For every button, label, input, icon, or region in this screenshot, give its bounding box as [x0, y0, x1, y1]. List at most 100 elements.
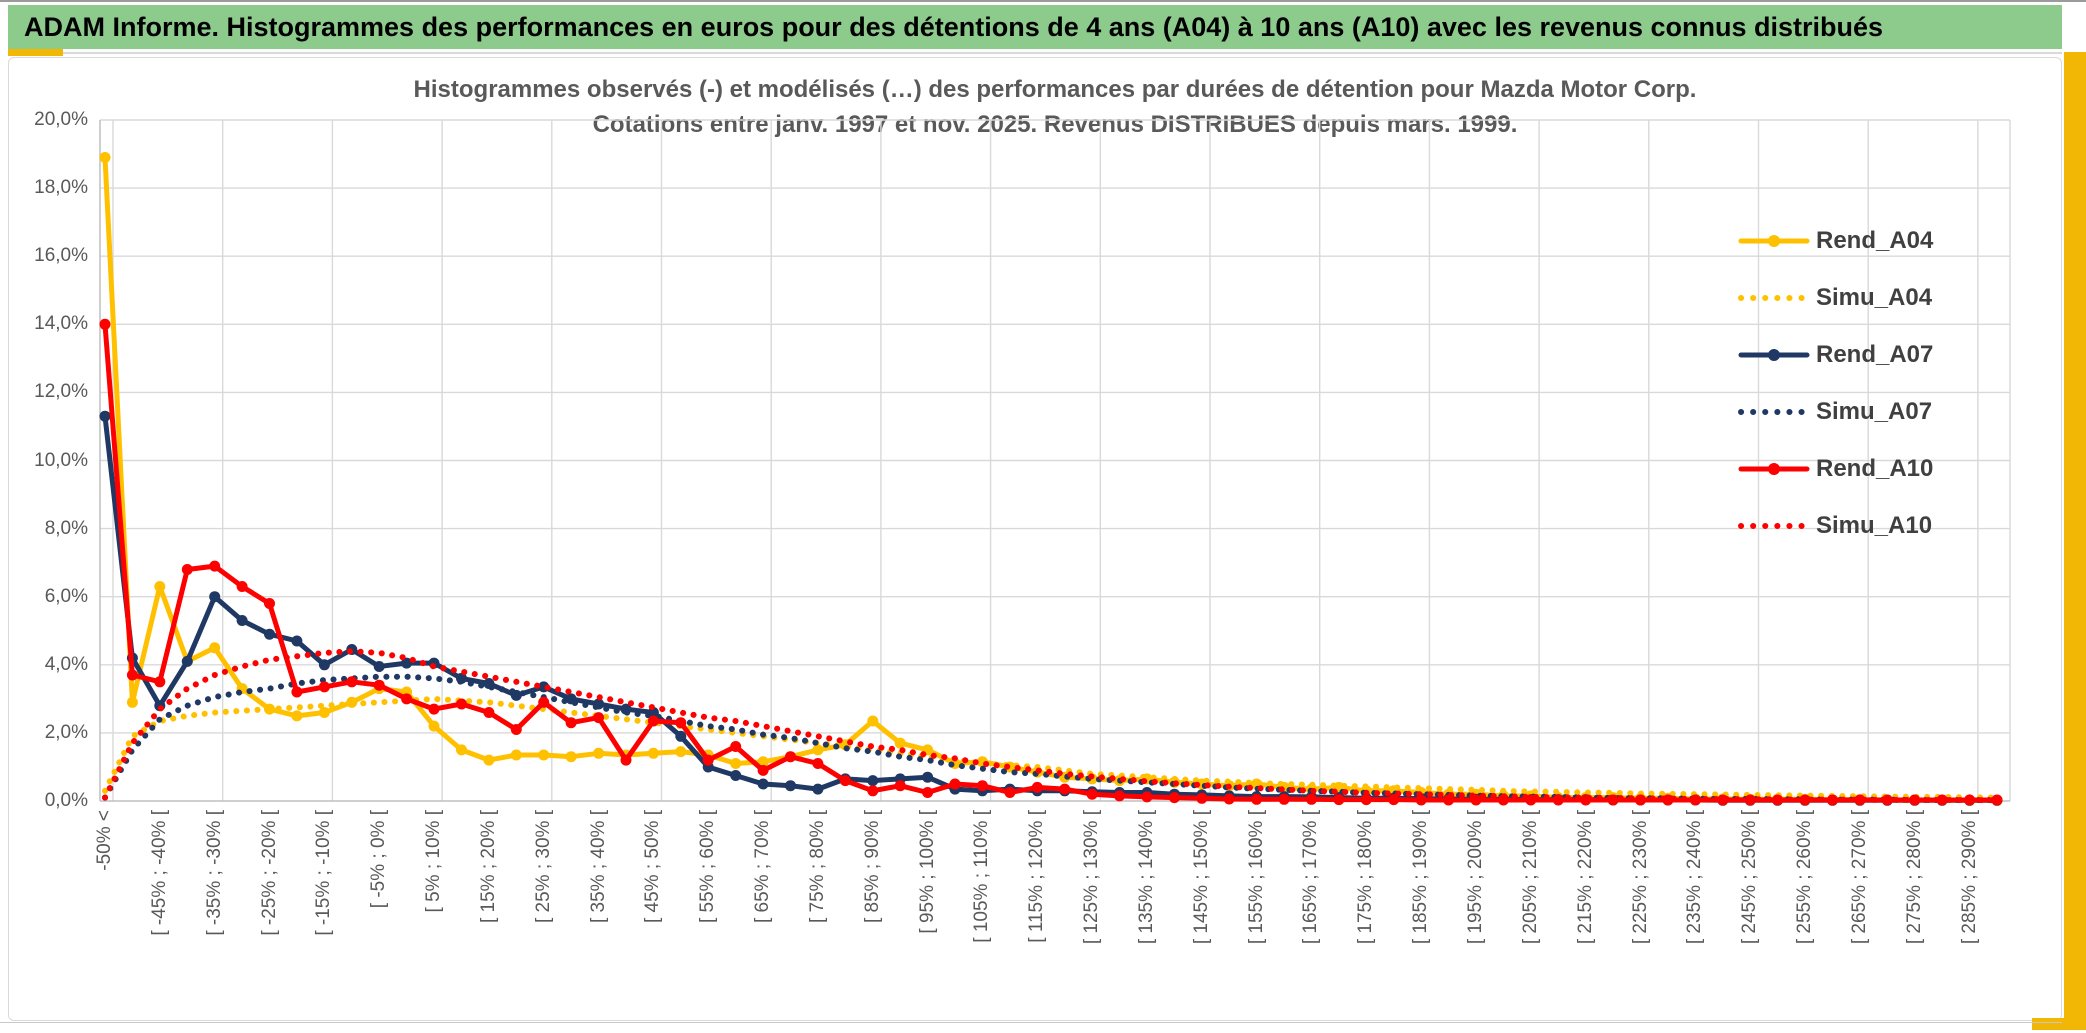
legend-label: Rend_A10 — [1816, 454, 1934, 482]
series-marker-Rend_A10 — [483, 707, 495, 718]
series-marker-Rend_A10 — [867, 785, 879, 797]
legend-line-sample-dotted — [1738, 408, 1810, 415]
x-tick-label: [ -35% ; -30% [ — [203, 810, 225, 936]
series-marker-Rend_A07 — [730, 770, 742, 781]
series-marker-Rend_A10 — [1991, 794, 2003, 806]
legend-item-Simu_A07[interactable]: Simu_A07 — [1738, 383, 1933, 440]
legend-item-Rend_A07[interactable]: Rend_A07 — [1738, 326, 1933, 383]
series-marker-Rend_A10 — [99, 318, 111, 330]
series-marker-Rend_A10 — [291, 686, 303, 698]
series-marker-Rend_A10 — [620, 754, 632, 766]
series-marker-Rend_A10 — [538, 696, 550, 708]
x-tick-label: [ 135% ; 140% [ — [1135, 810, 1157, 945]
series-marker-Rend_A10 — [1278, 793, 1290, 805]
chart-bottom-border — [0, 1022, 2062, 1023]
y-tick-label: 6,0% — [44, 585, 88, 607]
x-tick-label: [ 145% ; 150% [ — [1190, 810, 1212, 945]
series-marker-Rend_A07 — [373, 661, 385, 672]
series-marker-Rend_A10 — [1251, 793, 1263, 805]
x-tick-label: [ 15% ; 20% [ — [477, 810, 499, 924]
chart-title-line2: Cotations entre janv. 1997 et nov. 2025.… — [592, 111, 1518, 138]
series-marker-Rend_A10 — [1333, 794, 1345, 806]
series-marker-Rend_A07 — [867, 775, 879, 787]
x-tick-label: [ 185% ; 190% [ — [1410, 810, 1432, 945]
x-tick-label: [ 75% ; 80% [ — [806, 810, 828, 924]
legend-item-Rend_A04[interactable]: Rend_A04 — [1738, 212, 1933, 269]
x-tick-label: [ 215% ; 220% [ — [1574, 810, 1596, 945]
y-tick-label: 16,0% — [34, 245, 88, 267]
x-tick-label: [ 155% ; 160% [ — [1245, 810, 1267, 945]
series-marker-Rend_A10 — [181, 564, 193, 575]
x-tick-label: [ 105% ; 110% [ — [971, 810, 993, 943]
legend-line-sample-dotted — [1738, 294, 1810, 301]
legend-line-sample-solid — [1738, 348, 1810, 361]
series-marker-Rend_A07 — [922, 771, 934, 783]
series-marker-Rend_A10 — [922, 787, 934, 798]
series-marker-Rend_A07 — [291, 635, 303, 647]
series-marker-Rend_A04 — [867, 715, 879, 727]
page-title: ADAM Informe. Histogrammes des performan… — [24, 11, 1884, 42]
series-marker-Rend_A07 — [264, 628, 275, 640]
series-marker-Rend_A10 — [1086, 788, 1098, 800]
series-marker-Rend_A04 — [154, 581, 166, 592]
x-tick-label: [ 235% ; 240% [ — [1684, 810, 1706, 945]
y-tick-label: 12,0% — [34, 381, 88, 403]
legend: Rend_A04 Simu_A04 Rend_A07 Simu_A07 Rend_A10… — [1738, 212, 1933, 554]
legend-label: Simu_A04 — [1816, 283, 1933, 311]
series-marker-Rend_A10 — [757, 764, 769, 776]
y-tick-label: 2,0% — [44, 721, 88, 743]
series-marker-Rend_A04 — [456, 744, 467, 756]
x-tick-label: [ -45% ; -40% [ — [148, 810, 170, 936]
series-marker-Rend_A10 — [976, 780, 988, 792]
legend-item-Simu_A10[interactable]: Simu_A10 — [1738, 497, 1933, 554]
sheet-gridline — [63, 52, 2062, 54]
series-marker-Rend_A07 — [236, 615, 248, 626]
series-marker-Rend_A10 — [264, 598, 275, 609]
legend-item-Simu_A04[interactable]: Simu_A04 — [1738, 269, 1933, 326]
series-marker-Rend_A04 — [593, 747, 605, 759]
x-tick-label: [ 125% ; 130% [ — [1081, 810, 1103, 945]
series-marker-Rend_A10 — [894, 780, 906, 792]
series-marker-Rend_A04 — [99, 152, 111, 163]
sheet-header-bar: ADAM Informe. Histogrammes des performan… — [8, 5, 2062, 49]
series-marker-Rend_A04 — [647, 747, 659, 759]
series-line-Simu_A10 — [102, 648, 2000, 804]
series-marker-Rend_A04 — [730, 758, 742, 769]
series-marker-Rend_A10 — [318, 681, 330, 693]
series-marker-Rend_A07 — [209, 591, 221, 603]
series-marker-Rend_A10 — [785, 751, 796, 763]
series-marker-Rend_A04 — [675, 746, 687, 758]
legend-label: Simu_A10 — [1816, 511, 1933, 539]
series-marker-Rend_A04 — [510, 749, 522, 761]
chart-title-line1: Histogrammes observés (-) et modélisés (… — [413, 76, 1697, 103]
legend-item-Rend_A10[interactable]: Rend_A10 — [1738, 440, 1933, 497]
x-tick-label: [ 225% ; 230% [ — [1629, 810, 1651, 945]
x-tick-label: [ -5% ; 0% [ — [368, 810, 390, 909]
series-marker-Rend_A10 — [1059, 783, 1071, 795]
legend-label: Rend_A07 — [1816, 340, 1934, 368]
series-marker-Rend_A10 — [949, 778, 961, 790]
series-marker-Rend_A10 — [1114, 790, 1125, 802]
series-marker-Rend_A10 — [1141, 791, 1153, 803]
y-tick-label: 8,0% — [44, 517, 88, 539]
x-tick-label: [ -15% ; -10% [ — [313, 810, 335, 936]
series-marker-Rend_A10 — [1306, 793, 1317, 805]
series-marker-Rend_A07 — [318, 659, 330, 671]
x-tick-label: [ 275% ; 280% [ — [1903, 810, 1925, 945]
x-tick-label: [ 245% ; 250% [ — [1739, 810, 1761, 945]
series-marker-Rend_A10 — [730, 741, 742, 752]
chart-object[interactable] — [8, 57, 2062, 1021]
series-marker-Rend_A10 — [510, 724, 522, 735]
series-marker-Rend_A10 — [126, 669, 138, 681]
x-tick-label: [ 115% ; 120% [ — [1026, 810, 1048, 943]
x-tick-label: [ 25% ; 30% [ — [532, 810, 554, 924]
y-tick-label: 4,0% — [44, 653, 88, 675]
series-marker-Rend_A10 — [373, 679, 385, 691]
y-tick-label: 14,0% — [34, 313, 88, 335]
series-marker-Rend_A07 — [401, 657, 413, 669]
series-marker-Rend_A10 — [401, 693, 413, 705]
y-tick-label: 0,0% — [44, 790, 88, 811]
x-tick-label: [ 255% ; 260% [ — [1794, 810, 1816, 945]
x-tick-label: [ 265% ; 270% [ — [1848, 810, 1870, 945]
series-marker-Rend_A10 — [565, 717, 577, 729]
